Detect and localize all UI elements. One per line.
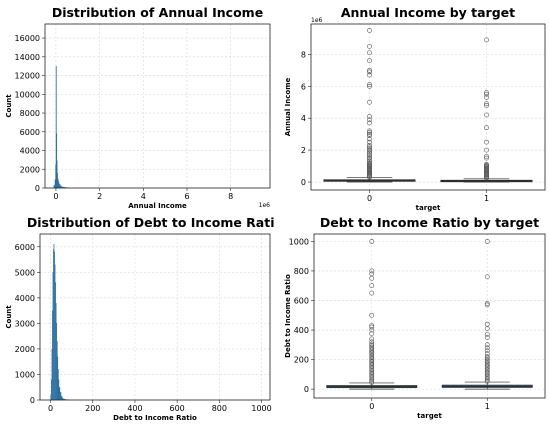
chart-title: Debt to Income Ratio by target [320,215,539,230]
y-tick-label: 4 [301,114,306,123]
chart-dti-hist: Distribution of Debt to Income Ratio 0 100… [0,212,275,425]
plot-frame [45,24,270,188]
histogram-bar [61,396,62,400]
x-tick-label: 0 [53,192,58,201]
y-tick-label: 800 [294,267,309,276]
y-tick-label: 400 [294,326,309,335]
histogram-bar [60,392,61,400]
chart-svg-3: Debt to Income Ratio by target 0 200 400 600… [275,212,550,425]
y-tick-label: 6000 [15,243,35,252]
y-axis-label: Debt to Income Ratio [284,274,292,358]
y-tick-label: 200 [294,356,309,365]
y-tick-label: 3000 [15,319,35,328]
y-tick-label: 6000 [20,128,40,137]
plot-frame [311,24,545,190]
x-tick-label: 600 [170,404,185,413]
y-offset-label: 1e6 [311,17,323,24]
y-axis-label: Count [5,94,13,118]
x-tick-label: 0 [48,404,53,413]
y-tick-label: 0 [301,178,306,187]
x-tick-label: 800 [212,404,227,413]
x-tick-label: 400 [127,404,142,413]
x-tick-label: 1 [484,194,489,203]
chart-svg-2: Distribution of Debt to Income Ratio 0 100… [0,212,275,425]
y-tick-label: 1000 [289,237,309,246]
chart-title: Distribution of Debt to Income Ratio [27,215,275,230]
y-tick-label: 10000 [15,90,40,99]
y-tick-label: 0 [35,184,40,193]
x-tick-label: 0 [367,194,372,203]
chart-annual-income-box: Annual Income by target 0 2 4 6 8 0 1 target Annu… [275,0,550,212]
y-tick-label: 1000 [15,370,35,379]
x-axis-label: Annual Income [128,202,187,210]
y-axis-label: Count [5,305,13,329]
y-tick-label: 0 [30,396,35,405]
histogram-bar [59,184,60,188]
y-tick-label: 0 [304,385,309,394]
y-tick-label: 16000 [15,34,40,43]
plot-frame [40,234,270,400]
y-tick-label: 2 [301,146,306,155]
y-tick-label: 14000 [15,53,40,62]
y-tick-label: 5000 [15,268,35,277]
x-tick-label: 4 [141,192,146,201]
chart-svg-0: Distribution of Annual Income02000400060… [0,0,275,212]
chart-svg-1: Annual Income by target 0 2 4 6 8 0 1 target Annu… [275,0,550,212]
x-axis-label: Debt to Income Ratio [113,414,197,422]
y-tick-label: 2000 [20,165,40,174]
x-tick-label: 2 [97,192,102,201]
chart-title: Distribution of Annual Income [52,5,263,20]
chart-title: Annual Income by target [341,5,515,20]
y-tick-label: 4000 [20,147,40,156]
x-axis-label: target [417,412,442,420]
x-tick-label: 8 [228,192,233,201]
y-tick-label: 6 [301,82,306,91]
y-tick-label: 12000 [15,72,40,81]
y-tick-label: 2000 [15,345,35,354]
y-axis-label: Annual Income [284,77,292,136]
y-tick-label: 600 [294,296,309,305]
y-tick-label: 8 [301,50,306,59]
y-tick-label: 8000 [20,109,40,118]
x-tick-label: 0 [369,402,374,411]
chart-dti-box: Debt to Income Ratio by target 0 200 400 600… [275,212,550,425]
x-tick-label: 200 [85,404,100,413]
x-tick-label: 1000 [251,404,271,413]
x-axis-label: target [416,204,441,212]
x-tick-label: 6 [184,192,189,201]
plot-frame [314,234,545,398]
y-tick-label: 4000 [15,294,35,303]
x-tick-label: 1 [485,402,490,411]
x-offset-label: 1e6 [259,202,271,209]
histogram-bar [54,185,55,188]
histogram-bar [59,387,60,400]
